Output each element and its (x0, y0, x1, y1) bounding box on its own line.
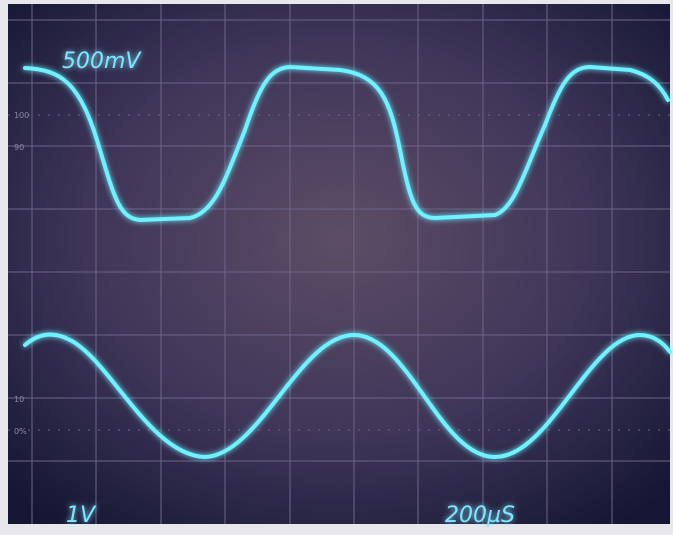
screen (8, 4, 670, 524)
graticule (8, 4, 670, 524)
channel-1-scale: 500mV (62, 49, 142, 74)
graticule-mark: 100 (14, 111, 29, 120)
graticule-mark: 0% (14, 427, 27, 436)
timebase: 200µS (445, 503, 515, 528)
channel-2-trace (23, 332, 672, 460)
traces: 500mV 1V 200µS (23, 49, 672, 528)
graticule-mark: 10 (14, 395, 24, 404)
channel-1-trace (23, 64, 670, 223)
channel-2-scale: 1V (66, 503, 97, 528)
graticule-mark: 90 (14, 143, 24, 152)
